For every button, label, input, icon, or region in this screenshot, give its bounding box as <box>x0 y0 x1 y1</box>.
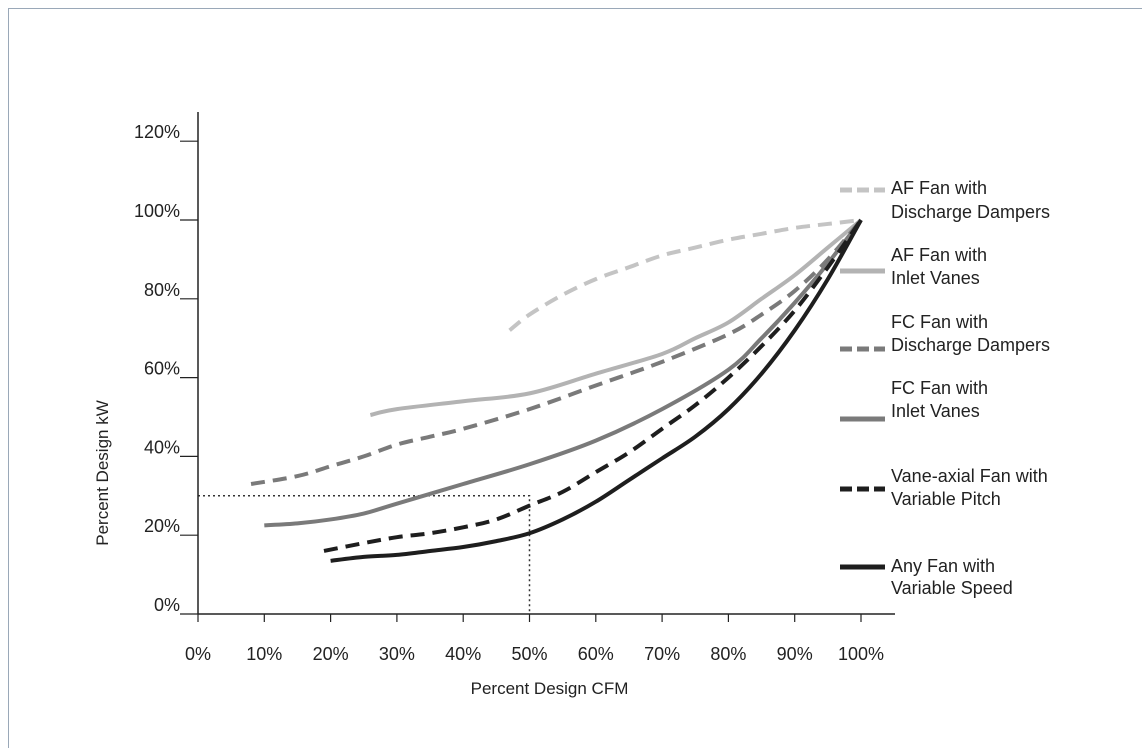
y-tick-label: 0% <box>154 595 180 615</box>
x-tick-label: 60% <box>578 644 614 664</box>
legend-item: Vane-axial Fan with Variable Pitch <box>840 466 1048 509</box>
x-tick-label: 20% <box>313 644 349 664</box>
x-tick-label: 30% <box>379 644 415 664</box>
x-axis-title: Percent Design CFM <box>471 679 629 698</box>
legend-item: AF Fan with Inlet Vanes <box>840 245 987 288</box>
legend-label: FC Fan with Discharge Dampers <box>891 312 1050 355</box>
y-tick-label: 20% <box>144 516 180 536</box>
series-line <box>323 218 863 553</box>
legend-item: Any Fan with Variable Speed <box>840 556 1013 598</box>
x-axis-ticks: 0% 10% 20% 30% 40% 50% 60% 70% 80% 90% 100% <box>185 614 884 664</box>
legend-label: FC Fan with Inlet Vanes <box>891 378 988 421</box>
legend-item: AF Fan with Discharge Dampers <box>840 178 1050 222</box>
y-tick-label: 60% <box>144 359 180 379</box>
y-axis-title: Percent Design kW <box>93 400 112 546</box>
reference-dotted-line <box>198 495 531 614</box>
legend: AF Fan with Discharge Dampers AF Fan with I… <box>840 178 1050 598</box>
series-line <box>330 219 863 563</box>
y-tick-label: 120% <box>134 122 180 142</box>
x-tick-label: 70% <box>644 644 680 664</box>
x-tick-label: 100% <box>838 644 884 664</box>
y-tick-label: 100% <box>134 201 180 221</box>
x-tick-label: 10% <box>246 644 282 664</box>
legend-label: Vane-axial Fan with Variable Pitch <box>891 466 1048 509</box>
legend-item: FC Fan with Inlet Vanes <box>840 378 988 422</box>
x-tick-label: 0% <box>185 644 211 664</box>
x-tick-label: 90% <box>777 644 813 664</box>
x-tick-label: 80% <box>710 644 746 664</box>
axes <box>197 112 895 615</box>
y-tick-label: 40% <box>144 437 180 457</box>
y-axis-ticks: 0% 20% 40% 60% 80% 100% 120% <box>134 122 198 615</box>
legend-label: AF Fan with Discharge Dampers <box>891 178 1050 222</box>
legend-label: AF Fan with Inlet Vanes <box>891 245 987 288</box>
series-line <box>250 218 863 486</box>
legend-item: FC Fan with Discharge Dampers <box>840 312 1050 355</box>
legend-label: Any Fan with Variable Speed <box>891 556 1013 598</box>
series-line <box>508 218 862 332</box>
series-line <box>264 218 863 528</box>
figure-frame <box>8 8 1142 748</box>
x-tick-label: 50% <box>511 644 547 664</box>
series-line <box>369 218 863 417</box>
y-tick-label: 80% <box>144 280 180 300</box>
x-tick-label: 40% <box>445 644 481 664</box>
series-lines <box>250 218 863 563</box>
reference-lines <box>198 495 531 614</box>
